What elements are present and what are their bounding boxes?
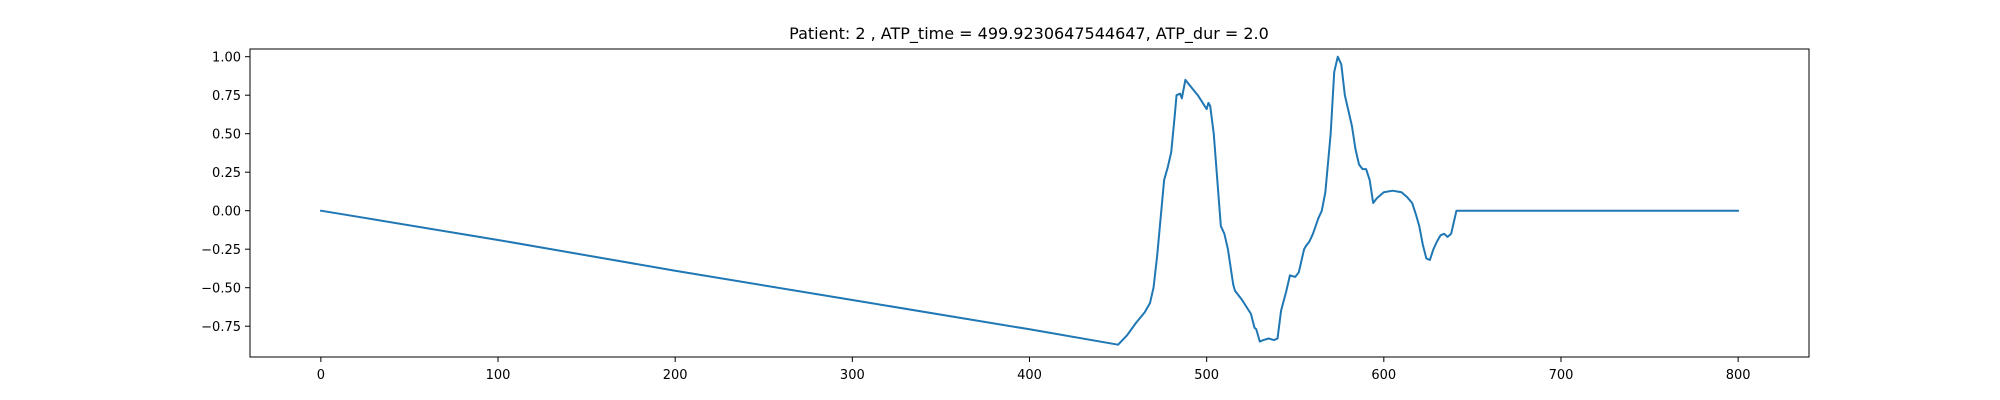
y-tick-label: −0.50 bbox=[201, 282, 241, 297]
x-tick-label: 0 bbox=[317, 368, 325, 383]
plot-area: 0 100 200 300 400 500 600 700 800 −0.75 −0.50 −0.25… bbox=[201, 48, 1810, 383]
y-tick-label: −0.75 bbox=[201, 320, 241, 335]
y-tick-label: 0.00 bbox=[212, 205, 241, 220]
x-tick-label: 500 bbox=[1194, 368, 1219, 383]
x-tick-label: 800 bbox=[1726, 368, 1751, 383]
y-tick-label: 0.25 bbox=[212, 166, 241, 181]
x-tick-label: 400 bbox=[1017, 368, 1042, 383]
axes-frame bbox=[249, 48, 1810, 358]
x-tick-label: 300 bbox=[840, 368, 865, 383]
y-tick-label: 0.50 bbox=[212, 128, 241, 143]
x-tick-label: 700 bbox=[1549, 368, 1574, 383]
y-tick-label: 1.00 bbox=[212, 51, 241, 66]
y-tick-label: 0.75 bbox=[212, 89, 241, 104]
y-tick-label: −0.25 bbox=[201, 243, 241, 258]
x-tick-label: 200 bbox=[663, 368, 688, 383]
x-tick-label: 100 bbox=[486, 368, 511, 383]
chart-title: Patient: 2 , ATP_time = 499.923064754464… bbox=[789, 24, 1269, 44]
x-tick-label: 600 bbox=[1371, 368, 1396, 383]
series-line-0 bbox=[319, 55, 1740, 346]
